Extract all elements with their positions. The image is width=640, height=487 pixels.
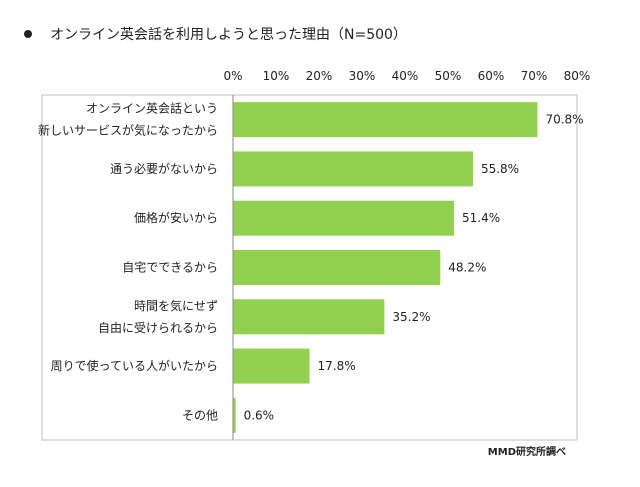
x-tick-label: 20% [306,69,333,83]
data-label: 70.8% [545,113,583,127]
source-note: MMD研究所調べ [487,447,566,458]
bullet-icon [24,30,32,38]
category-label: 通う必要がないから [110,161,218,176]
x-tick-label: 80% [564,69,591,83]
bar [233,299,385,335]
category-label: 自宅でできるから [122,260,218,275]
x-tick-label: 10% [263,69,290,83]
bar [233,397,236,433]
category-label: 価格が安いから [134,210,218,225]
chart-title-text: オンライン英会話を利用しようと思った理由（N=500） [50,27,407,43]
data-label: 51.4% [462,211,500,225]
data-label: 55.8% [481,162,519,176]
x-tick-label: 50% [435,69,462,83]
x-tick-label: 70% [521,69,548,83]
category-label: 時間を気にせず [134,298,218,313]
category-label: 新しいサービスが気になったから [38,123,218,138]
x-tick-label: 30% [349,69,376,83]
data-label: 0.6% [244,408,275,422]
data-label: 35.2% [392,310,430,324]
x-tick-label: 60% [478,69,505,83]
bar [233,250,441,285]
bar [233,102,538,138]
chart-title: オンライン英会話を利用しようと思った理由（N=500） [24,24,407,44]
bar [233,200,455,236]
bar [233,151,473,187]
category-label: 周りで使っている人がいたから [51,358,218,373]
x-tick-label: 0% [223,69,242,83]
category-label: その他 [182,408,218,422]
bar [233,348,310,384]
x-tick-label: 40% [392,69,419,83]
category-label: 自由に受けられるから [98,321,218,335]
data-label: 48.2% [448,261,486,275]
category-label: オンライン英会話という [86,101,218,116]
plot-frame [41,94,578,441]
data-label: 17.8% [318,359,356,373]
